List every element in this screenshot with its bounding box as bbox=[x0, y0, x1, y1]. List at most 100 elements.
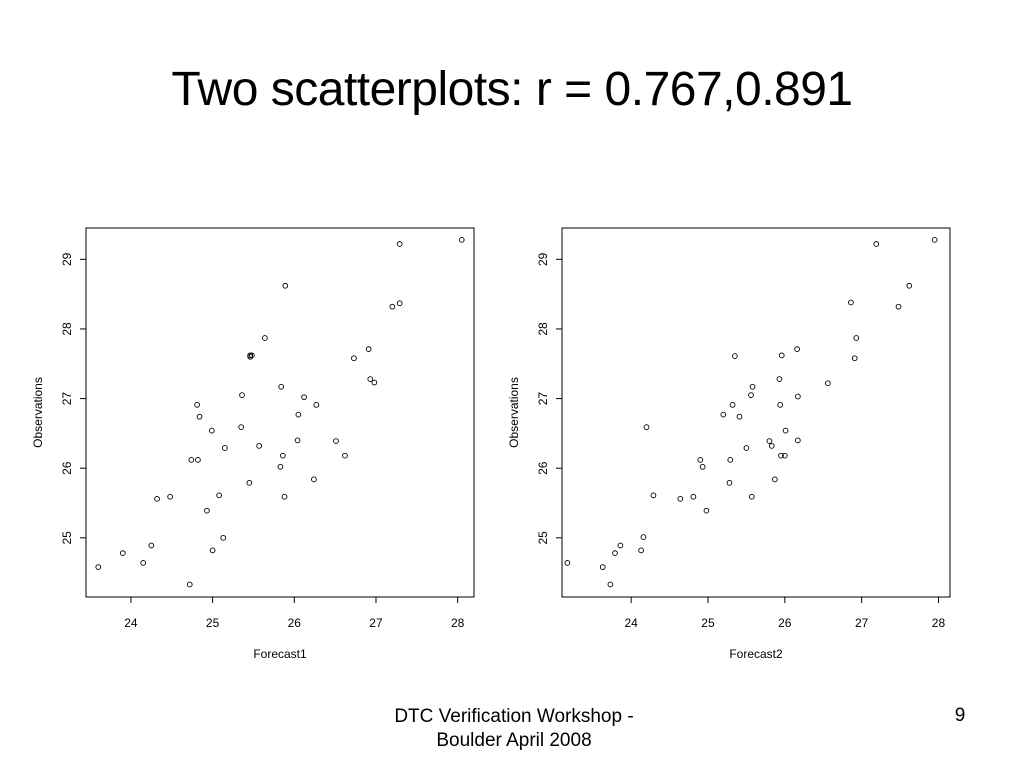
data-point bbox=[351, 355, 357, 362]
data-point bbox=[699, 463, 706, 470]
scatterplot-forecast1: 24 25 26 27 28 25 26 27 28 29 Forecast1 Observation… bbox=[31, 227, 475, 661]
data-point bbox=[396, 300, 403, 307]
y-tick-label: 28 bbox=[536, 322, 550, 336]
data-point bbox=[148, 542, 155, 549]
data-point bbox=[727, 456, 734, 463]
data-point bbox=[295, 411, 302, 418]
x-axis-label: Forecast2 bbox=[729, 647, 783, 661]
data-point bbox=[196, 413, 203, 420]
data-point bbox=[389, 303, 396, 310]
data-point bbox=[697, 456, 704, 463]
data-point bbox=[795, 393, 801, 400]
x-tick-label: 28 bbox=[451, 616, 465, 630]
data-point bbox=[729, 401, 736, 408]
data-point bbox=[95, 564, 102, 570]
data-point bbox=[677, 495, 684, 502]
data-point bbox=[749, 383, 756, 390]
data-point bbox=[638, 547, 644, 554]
data-point bbox=[239, 392, 245, 398]
y-tick-label: 27 bbox=[536, 392, 550, 406]
data-point bbox=[277, 463, 284, 470]
data-point bbox=[371, 379, 378, 386]
data-point bbox=[313, 401, 320, 408]
y-tick-label: 29 bbox=[60, 252, 74, 266]
data-point bbox=[396, 241, 403, 247]
data-point bbox=[776, 376, 783, 382]
data-point bbox=[256, 443, 263, 449]
data-point bbox=[726, 479, 733, 486]
data-point bbox=[781, 452, 788, 459]
data-point bbox=[743, 445, 750, 451]
data-point bbox=[795, 437, 801, 444]
footer-text: DTC Verification Workshop - Boulder Apri… bbox=[364, 705, 664, 753]
data-point bbox=[736, 413, 743, 420]
data-point bbox=[294, 437, 301, 444]
data-point bbox=[617, 542, 624, 549]
data-point bbox=[333, 438, 339, 444]
data-point bbox=[186, 581, 193, 588]
x-tick-label: 26 bbox=[288, 616, 302, 630]
data-point bbox=[748, 493, 755, 500]
data-point bbox=[895, 303, 902, 310]
data-point bbox=[851, 355, 858, 362]
data-point bbox=[216, 492, 222, 499]
footer-line-2: Boulder April 2008 bbox=[436, 730, 592, 751]
data-point bbox=[766, 438, 773, 444]
data-point bbox=[458, 236, 465, 243]
data-point bbox=[599, 564, 606, 570]
x-tick-label: 28 bbox=[932, 616, 946, 630]
data-point bbox=[342, 452, 348, 459]
x-tick-label: 27 bbox=[369, 616, 383, 630]
data-point bbox=[703, 507, 710, 514]
data-point bbox=[367, 376, 374, 382]
data-point bbox=[262, 335, 268, 341]
data-point bbox=[777, 401, 784, 408]
x-tick-label: 24 bbox=[124, 616, 138, 630]
data-point bbox=[278, 383, 285, 390]
data-point bbox=[248, 352, 255, 359]
data-point bbox=[640, 534, 647, 540]
y-tick-label: 25 bbox=[536, 531, 550, 545]
data-point bbox=[690, 493, 697, 500]
data-point bbox=[209, 547, 216, 554]
data-point bbox=[238, 424, 245, 430]
data-point bbox=[140, 560, 147, 566]
plot-frame bbox=[561, 227, 951, 598]
data-point bbox=[607, 581, 614, 588]
data-point bbox=[650, 492, 657, 499]
data-point bbox=[643, 424, 650, 430]
data-point bbox=[222, 445, 228, 451]
data-point bbox=[748, 392, 754, 398]
slide-title: Two scatterplots: r = 0.767,0.891 bbox=[171, 63, 853, 116]
data-point bbox=[194, 401, 200, 408]
y-tick-label: 27 bbox=[60, 392, 74, 406]
y-axis-label: Observations bbox=[507, 377, 521, 448]
data-point bbox=[119, 550, 126, 556]
data-point bbox=[247, 353, 254, 360]
footer-line-1: DTC Verification Workshop - bbox=[394, 706, 634, 727]
data-point bbox=[204, 507, 210, 514]
data-point bbox=[282, 282, 289, 289]
y-tick-label: 29 bbox=[536, 252, 550, 266]
data-point bbox=[195, 456, 201, 463]
data-point bbox=[720, 411, 727, 418]
data-point bbox=[768, 443, 775, 449]
x-tick-label: 25 bbox=[701, 616, 715, 630]
data-point bbox=[873, 241, 880, 247]
data-point bbox=[794, 346, 800, 352]
y-tick-label: 26 bbox=[536, 461, 550, 475]
data-point bbox=[365, 346, 372, 352]
x-tick-label: 25 bbox=[206, 616, 220, 630]
page-number: 9 bbox=[954, 705, 966, 726]
data-point bbox=[188, 456, 195, 463]
data-point bbox=[208, 427, 215, 434]
y-tick-label: 26 bbox=[60, 461, 74, 475]
scatterplot-forecast2: 24 25 26 27 28 25 26 27 28 29 Forecast2 Observation… bbox=[507, 227, 951, 661]
y-axis-label: Observations bbox=[31, 377, 45, 448]
data-point bbox=[280, 452, 286, 459]
data-point bbox=[906, 282, 913, 289]
data-point bbox=[782, 427, 789, 434]
y-tick-label: 25 bbox=[60, 531, 74, 545]
data-point bbox=[778, 452, 784, 459]
